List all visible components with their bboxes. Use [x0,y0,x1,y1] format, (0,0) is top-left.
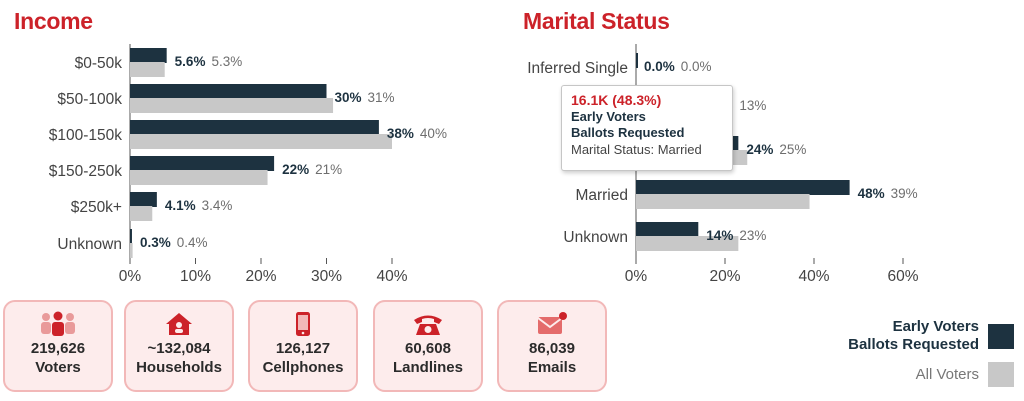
income-category-label-3: $150-250k [49,163,123,180]
email-icon [537,312,567,334]
landline-phone-icon [414,315,442,335]
tooltip-detail: Marital Status: Married [571,142,702,157]
voters-count: 219,626 [30,340,86,357]
marital-value-early-4: 14% [706,228,733,243]
income-value-all-3: 21% [315,162,342,177]
legend-early-label: Early Voters Ballots Requested [848,318,979,354]
households-stat-card: ~132,084 Households [124,300,234,392]
cellphones-label: Cellphones [262,359,344,376]
legend-all-voters[interactable]: All Voters [916,362,1014,387]
income-value-all-0: 5.3% [211,54,242,69]
income-value-all-2: 40% [420,126,447,141]
house-icon [166,313,192,335]
marital-bar-all-4 [636,236,739,251]
income-bar-early-0 [130,48,167,63]
marital-value-all-3: 39% [891,186,918,201]
income-bar-all-4 [130,206,153,221]
marital-value-early-2: 24% [746,142,773,157]
tooltip-series-line2: Ballots Requested [571,125,685,140]
marital-value-all-1: 13% [739,98,766,113]
voters-stat-card: 219,626 Voters [3,300,113,392]
people-icon [41,311,75,336]
landlines-stat-card: 60,608 Landlines [373,300,483,392]
legend-early-line2: Ballots Requested [848,336,979,353]
households-label: Households [136,359,222,376]
income-tick-label-4: 40% [376,268,407,285]
income-bar-all-5 [130,243,133,258]
landlines-label: Landlines [392,359,463,376]
income-bar-early-5 [130,229,132,244]
landlines-count: 60,608 [405,340,451,357]
income-bar-all-3 [130,170,268,185]
income-value-early-1: 30% [335,90,362,105]
income-category-label-1: $50-100k [57,91,122,108]
income-bar-early-2 [130,120,379,135]
income-bar-all-0 [130,62,165,77]
marital-bar-early-0 [636,53,638,68]
income-category-label-2: $100-150k [49,127,123,144]
legend-early-voters[interactable]: Early Voters Ballots Requested [848,318,1014,354]
charts-canvas: $0-50k 5.6% 5.3% $50-100k 30% 31% $100-150k 38%… [49,44,919,285]
income-bar-all-1 [130,98,334,113]
income-value-all-4: 3.4% [202,198,233,213]
chart-tooltip: 16.1K (48.3%) Early Voters Ballots Reque… [561,85,733,171]
income-category-label-0: $0-50k [75,55,123,72]
marital-chart-title: Marital Status [523,8,670,34]
tooltip-series-line1: Early Voters [571,109,646,124]
income-bar-early-4 [130,192,157,207]
income-value-all-1: 31% [368,90,395,105]
income-category-label-4: $250k+ [71,199,122,216]
marital-category-label-3: Married [575,187,628,204]
marital-category-label-0: Inferred Single [527,60,628,77]
marital-tick-label-3: 60% [887,268,918,285]
marital-value-all-0: 0.0% [681,59,712,74]
income-value-early-0: 5.6% [175,54,206,69]
marital-bar-all-3 [636,194,810,209]
income-bar-early-1 [130,84,327,99]
income-tick-label-1: 10% [180,268,211,285]
income-tick-label-2: 20% [245,268,276,285]
income-value-early-4: 4.1% [165,198,196,213]
cellphones-stat-card: 126,127 Cellphones [248,300,358,392]
income-tick-label-0: 0% [119,268,142,285]
voters-label: Voters [35,359,81,376]
legend-early-line1: Early Voters [892,318,979,335]
income-chart-title: Income [14,8,93,34]
marital-category-label-4: Unknown [563,229,628,246]
income-value-early-3: 22% [282,162,309,177]
cellphone-icon [296,312,310,336]
marital-tick-label-1: 20% [709,268,740,285]
income-category-label-5: Unknown [57,236,122,253]
cellphones-count: 126,127 [275,340,331,357]
legend-all-swatch [988,362,1014,387]
legend-early-swatch [988,323,1014,349]
emails-count: 86,039 [529,340,575,357]
households-count: ~132,084 [147,340,211,357]
marital-tick-label-2: 40% [798,268,829,285]
income-tick-label-3: 30% [311,268,342,285]
income-value-early-2: 38% [387,126,414,141]
emails-stat-card: 86,039 Emails [497,300,607,392]
marital-value-all-4: 23% [739,228,766,243]
legend-all-label: All Voters [915,365,979,383]
marital-bar-early-3 [636,180,850,195]
emails-label: Emails [527,359,577,376]
marital-tick-label-0: 0% [625,268,648,285]
marital-value-all-2: 25% [779,142,806,157]
income-bar-early-3 [130,156,275,171]
marital-value-early-0: 0.0% [644,59,675,74]
income-value-all-5: 0.4% [177,235,208,250]
marital-value-early-3: 48% [858,186,885,201]
income-value-early-5: 0.3% [140,235,171,250]
marital-bar-early-4 [636,222,699,237]
income-bar-all-2 [130,134,392,149]
tooltip-value: 16.1K (48.3%) [571,92,662,108]
